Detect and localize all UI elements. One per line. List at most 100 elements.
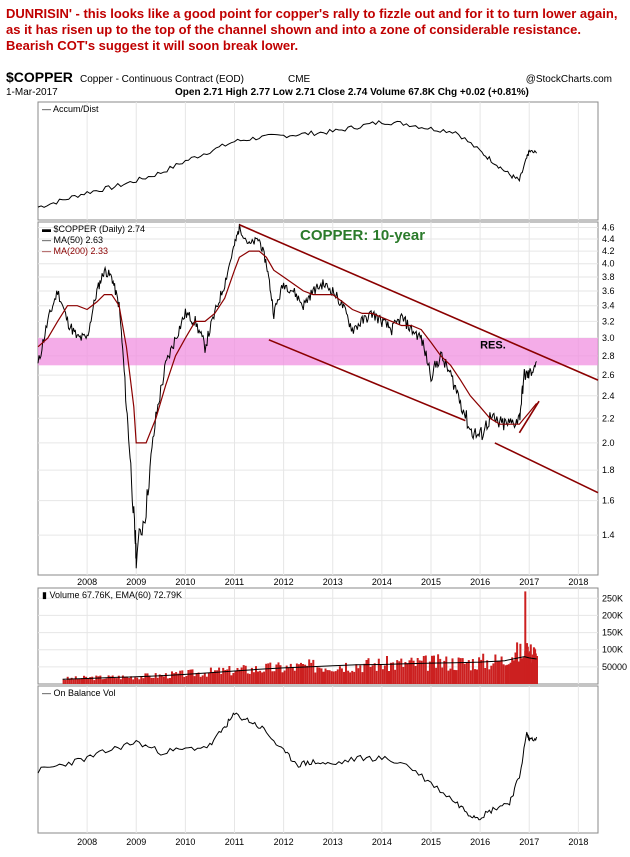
volume-bar — [375, 670, 378, 684]
volume-bar — [70, 677, 73, 684]
volume-bar — [482, 653, 485, 684]
vol-ytick-label: 100K — [602, 645, 623, 655]
volume-bar — [295, 663, 298, 684]
volume-bar — [107, 675, 110, 684]
volume-bar — [105, 678, 108, 684]
volume-bar — [232, 673, 235, 684]
volume-bar — [402, 667, 405, 684]
volume-bar — [248, 673, 251, 684]
channel-line — [268, 339, 466, 422]
volume-bar — [471, 659, 474, 684]
obv-xtick-label: 2013 — [323, 837, 343, 847]
volume-bar — [95, 675, 98, 684]
price-xtick-label: 2017 — [519, 577, 539, 587]
volume-bar — [203, 673, 206, 684]
volume-bar — [433, 655, 435, 684]
volume-bar — [289, 663, 292, 684]
volume-bar — [514, 652, 517, 684]
volume-bar — [322, 671, 325, 684]
volume-bar — [115, 678, 118, 684]
volume-bar — [263, 671, 266, 684]
volume-bar — [257, 671, 259, 684]
volume-bar — [519, 643, 522, 684]
price-ytick-label: 2.4 — [602, 391, 615, 401]
volume-bar — [160, 675, 163, 684]
price-xtick-label: 2015 — [421, 577, 441, 587]
volume-bar — [469, 670, 472, 684]
volume-bar — [130, 676, 133, 684]
volume-panel: 250K 200K 150K 100K 50000 ▮ Volume 67.76K, EM… — [37, 587, 627, 685]
volume-bar — [306, 665, 309, 684]
volume-bar — [474, 669, 476, 684]
volume-bar — [420, 660, 423, 684]
volume-bar — [150, 677, 153, 684]
volume-bar — [492, 663, 495, 684]
volume-bar — [396, 660, 399, 684]
volume-bar — [379, 664, 382, 684]
price-xtick-label: 2011 — [225, 577, 244, 587]
vol-ytick-label: 200K — [602, 610, 623, 620]
volume-bar — [314, 672, 317, 684]
volume-bar — [343, 671, 345, 684]
volume-bar — [152, 677, 155, 684]
volume-bar — [265, 663, 268, 684]
channel-line — [239, 224, 599, 381]
volume-bar — [255, 666, 257, 684]
volume-bar — [117, 675, 120, 684]
volume-bar — [83, 675, 85, 684]
volume-bar — [500, 656, 503, 684]
volume-bar — [113, 677, 116, 684]
volume-bar — [177, 673, 180, 684]
volume-bar — [428, 661, 431, 684]
volume-bar — [324, 668, 327, 684]
volume-bar — [140, 676, 143, 684]
price-xtick-label: 2010 — [175, 577, 195, 587]
volume-bar — [66, 676, 69, 684]
volume-bar — [318, 667, 321, 684]
volume-bar — [109, 676, 112, 684]
volume-bar — [426, 670, 429, 684]
volume-bar — [91, 676, 94, 684]
volume-bar — [103, 678, 106, 684]
volume-bar — [507, 664, 510, 684]
volume-bar — [244, 665, 247, 684]
volume-bar — [455, 670, 458, 684]
price-xtick-label: 2016 — [470, 577, 490, 587]
obv-xtick-label: 2018 — [568, 837, 588, 847]
vol-ytick-label: 50000 — [602, 662, 627, 672]
volume-bar — [308, 659, 311, 684]
ad-legend: — Accum/Dist — [42, 104, 99, 114]
ma200-line — [37, 250, 538, 444]
volume-bar — [300, 662, 302, 684]
volume-bar — [383, 665, 386, 684]
volume-bar — [536, 656, 538, 684]
volume-bar — [416, 658, 419, 684]
vol-legend: ▮ Volume 67.76K, EMA(60) 72.79K — [42, 590, 182, 600]
price-ytick-label: 4.2 — [602, 246, 615, 256]
ad-line — [37, 120, 538, 208]
volume-bar — [207, 672, 210, 684]
volume-bar — [148, 675, 151, 684]
legend-ma50: — MA(50) 2.63 — [42, 235, 103, 245]
volume-bar — [236, 668, 239, 684]
volume-bar — [435, 667, 438, 684]
volume-bar — [486, 660, 489, 684]
volume-bar — [369, 666, 372, 684]
volume-bar — [285, 665, 288, 684]
volume-bar — [459, 658, 462, 684]
volume-bar — [400, 658, 403, 684]
volume-bar — [78, 678, 81, 684]
volume-bar — [259, 670, 262, 684]
volume-bar — [97, 676, 100, 684]
volume-bar — [449, 668, 452, 684]
volume-bar — [126, 676, 128, 684]
volume-bar — [101, 679, 104, 684]
volume-bar — [85, 676, 88, 684]
volume-bar — [287, 667, 290, 684]
volume-bar — [121, 675, 124, 684]
price-line — [37, 223, 537, 569]
volume-bar — [273, 671, 276, 684]
volume-bar — [269, 662, 272, 684]
volume-bar — [62, 679, 65, 684]
volume-bar — [408, 660, 411, 684]
